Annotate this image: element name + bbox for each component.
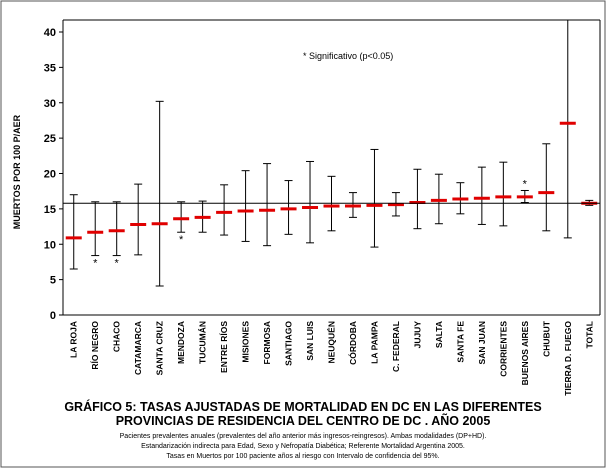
x-tick-label: MISIONES [241, 321, 251, 363]
x-tick-label: LA PAMPA [369, 321, 379, 364]
note: Tasas en Muertos por 100 paciente años a… [166, 453, 439, 460]
annotation: * Significativo (p<0.05) [303, 51, 393, 61]
x-tick-label: TIERRA D. FUEGO [563, 321, 573, 396]
x-tick-label: MENDOZA [176, 321, 186, 364]
x-tick-label: CÓRDOBA [347, 321, 358, 365]
y-tick-label: 15 [44, 204, 56, 216]
x-tick-label: CORRIENTES [498, 321, 508, 377]
y-axis-label: MUERTOS POR 100 P/AER [12, 114, 22, 229]
x-tick-label: SANTA CRUZ [155, 321, 165, 375]
x-tick-label: CATAMARCA [133, 321, 143, 375]
x-tick-label: SAN JUAN [477, 321, 487, 364]
y-tick-label: 40 [44, 27, 56, 39]
y-tick-label: 10 [44, 239, 56, 251]
chart-title: PROVINCIAS DE RESIDENCIA DEL CENTRO DE D… [116, 413, 491, 428]
significance-mark: * [523, 178, 528, 190]
x-tick-label: SANTIAGO [284, 321, 294, 366]
x-tick-label: LA ROJA [69, 321, 79, 358]
y-tick-label: 20 [44, 169, 56, 181]
significance-mark: * [179, 234, 184, 246]
y-tick-label: 0 [50, 310, 56, 322]
significance-mark: * [93, 258, 98, 270]
y-tick-label: 30 [44, 98, 56, 110]
x-tick-label: CHACO [112, 321, 122, 353]
chart-title: GRÁFICO 5: TASAS AJUSTADAS DE MORTALIDAD… [64, 399, 541, 414]
y-tick-label: 35 [44, 62, 56, 74]
x-tick-label: BUENOS AIRES [520, 321, 530, 386]
x-tick-label: C. FEDERAL [391, 321, 401, 372]
x-tick-label: CHUBUT [541, 320, 551, 357]
note: Pacientes prevalentes anuales (prevalent… [120, 433, 487, 440]
note: Estandarización indirecta para Edad, Sex… [141, 443, 465, 450]
x-tick-label: SALTA [434, 321, 444, 348]
y-tick-label: 25 [44, 133, 56, 145]
x-tick-label: RÍO NEGRO [90, 321, 100, 370]
x-tick-label: ENTRE RÍOS [219, 321, 229, 373]
y-tick-label: 5 [50, 275, 56, 287]
x-tick-label: SANTA FE [455, 321, 465, 363]
x-tick-label: TUCUMÁN [198, 321, 208, 364]
significance-mark: * [115, 258, 120, 270]
x-tick-label: JUJUY [412, 321, 422, 349]
x-tick-label: TOTAL [584, 321, 594, 349]
x-tick-label: SAN LUIS [305, 321, 315, 361]
x-tick-label: FORMOSA [262, 321, 272, 364]
x-tick-label: NEUQUÉN [327, 321, 337, 364]
